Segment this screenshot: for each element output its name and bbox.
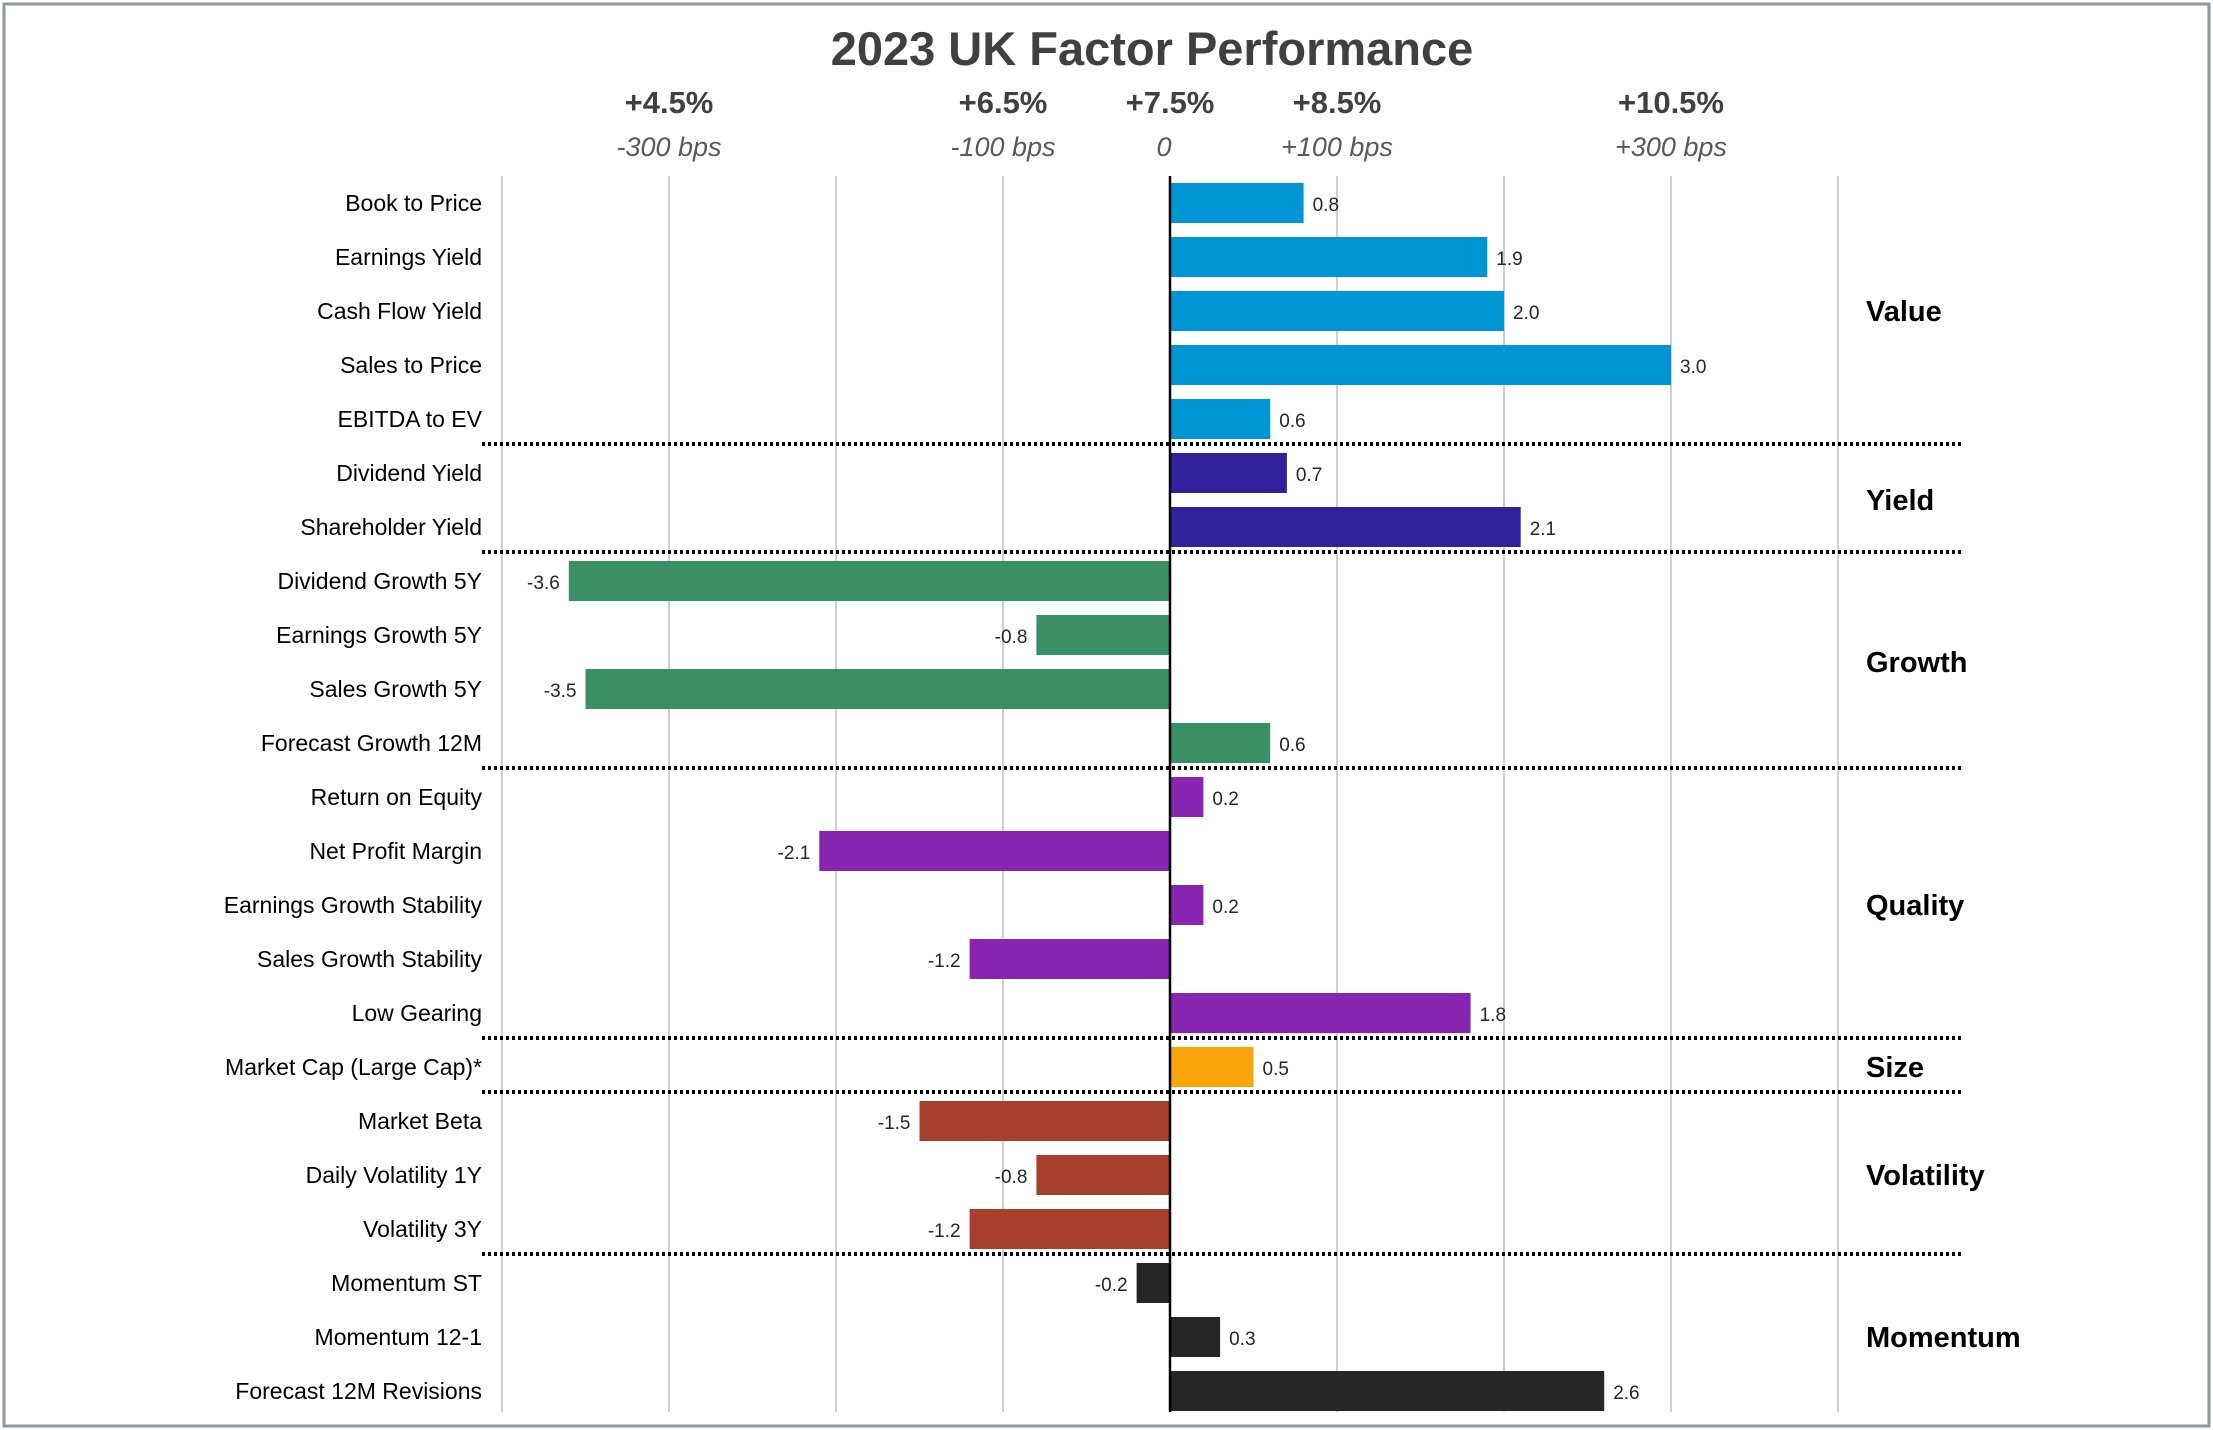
bars [568,183,1671,1411]
data-label: -0.8 [995,627,1028,648]
category-label: Sales to Price [340,352,482,378]
bar-sales-growth-5y [585,669,1170,709]
data-label: 0.5 [1263,1059,1289,1080]
bar-forecast-12m-revisions [1170,1371,1605,1411]
category-label: Forecast Growth 12M [261,730,482,756]
category-label: Book to Price [345,190,482,216]
data-label: -1.2 [928,1221,961,1242]
bar-sales-growth-stability [969,939,1170,979]
bar-volatility-3y [969,1209,1170,1249]
bar-cash-flow-yield [1170,291,1504,331]
top-axis-bps-label: 0 [1156,132,1171,162]
category-labels: Book to Price Earnings Yield Cash Flow Yie… [224,190,483,1404]
data-label: -3.6 [527,573,560,594]
category-label: Market Beta [358,1108,482,1134]
bar-dividend-growth-5y [568,561,1170,601]
top-axis-percent-label: +7.5% [1126,85,1215,120]
bar-net-profit-margin [819,831,1170,871]
category-label: Momentum 12-1 [315,1324,482,1350]
bar-book-to-price [1170,183,1304,223]
top-axis-percent-label: +4.5% [625,85,714,120]
data-label: 0.7 [1296,465,1322,486]
group-separators [482,442,1964,1256]
data-label: 0.6 [1279,411,1305,432]
bar-earnings-growth-5y [1036,615,1170,655]
data-label: 2.1 [1530,519,1556,540]
data-label: 3.0 [1680,357,1706,378]
bar-momentum-12-1 [1170,1317,1221,1357]
category-label: Return on Equity [311,784,483,810]
category-label: Earnings Growth 5Y [276,622,482,648]
category-label: Volatility 3Y [363,1216,482,1242]
group-label-value: Value [1866,296,1942,328]
group-label-quality: Quality [1866,890,1964,922]
bar-earnings-growth-stability [1170,885,1204,925]
category-label: Cash Flow Yield [317,298,482,324]
top-axis-percent-label: +6.5% [959,85,1048,120]
bar-low-gearing [1170,993,1471,1033]
data-label: 2.6 [1613,1383,1639,1404]
data-label: 1.8 [1480,1005,1506,1026]
data-label: -3.5 [544,681,577,702]
chart-title: 2023 UK Factor Performance [831,22,1474,75]
top-axis-bps-label: +300 bps [1615,132,1727,162]
top-axis-bps-label: +100 bps [1281,132,1393,162]
bar-market-cap-large-cap [1170,1047,1254,1087]
category-label: Earnings Yield [335,244,482,270]
category-label: Daily Volatility 1Y [306,1162,482,1188]
data-label: -2.1 [778,843,811,864]
top-axis: +4.5% -300 bps +6.5% -100 bps +7.5% 0 +8.5% +10… [616,85,1726,162]
category-label: Net Profit Margin [309,838,482,864]
category-label: Dividend Growth 5Y [277,568,482,594]
top-axis-percent-label: +10.5% [1618,85,1724,120]
category-label: Earnings Growth Stability [224,892,483,918]
data-label: 2.0 [1513,303,1539,324]
category-label: Sales Growth 5Y [309,676,482,702]
bar-forecast-growth-12m [1170,723,1271,763]
category-label: Dividend Yield [336,460,482,486]
top-axis-percent-label: +8.5% [1293,85,1382,120]
top-axis-bps-label: -300 bps [616,132,721,162]
bar-earnings-yield [1170,237,1488,277]
data-label: 0.2 [1212,789,1238,810]
group-label-growth: Growth [1866,647,1968,679]
data-label: 0.3 [1229,1329,1255,1350]
bar-sales-to-price [1170,345,1671,385]
data-label: -1.2 [928,951,961,972]
data-label: 0.8 [1313,195,1339,216]
data-label: 1.9 [1496,249,1522,270]
bar-return-on-equity [1170,777,1204,817]
bar-shareholder-yield [1170,507,1521,547]
top-axis-bps-label: -100 bps [950,132,1055,162]
category-label: Forecast 12M Revisions [235,1378,482,1404]
group-label-yield: Yield [1866,485,1934,517]
data-label: -0.2 [1095,1275,1128,1296]
bar-market-beta [919,1101,1170,1141]
category-label: Shareholder Yield [300,514,482,540]
data-label: 0.6 [1279,735,1305,756]
category-label: Sales Growth Stability [257,946,482,972]
data-label: 0.2 [1212,897,1238,918]
group-labels: Value Yield Growth Quality Size Volatility Mom… [1866,296,2021,1354]
data-label: -0.8 [995,1167,1028,1188]
bar-daily-volatility-1y [1036,1155,1170,1195]
group-label-momentum: Momentum [1866,1322,2021,1354]
category-label: EBITDA to EV [338,406,483,432]
bar-dividend-yield [1170,453,1287,493]
value-labels: 0.8 1.9 2.0 3.0 0.6 0.7 2.1 -3.6 -0.8 -3.5 0.6 0.2 -… [527,195,1706,1404]
category-label: Market Cap (Large Cap)* [225,1054,482,1080]
group-label-volatility: Volatility [1866,1160,1985,1192]
category-label: Low Gearing [352,1000,482,1026]
group-label-size: Size [1866,1052,1924,1084]
category-label: Momentum ST [331,1270,482,1296]
bar-momentum-st [1136,1263,1170,1303]
bar-ebitda-to-ev [1170,399,1271,439]
data-label: -1.5 [878,1113,911,1134]
